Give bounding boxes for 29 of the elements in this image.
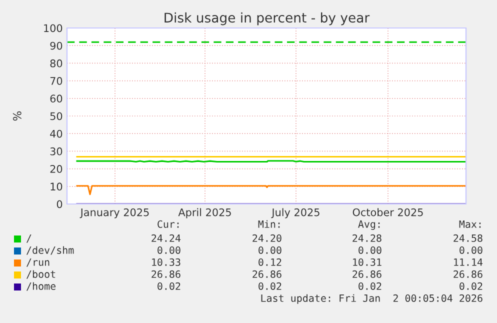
y-tick-label: 40	[50, 130, 62, 138]
text: Cur: Min: Avg: Max:	[158, 220, 481, 230]
text: 0.00 0.00 0.00 0.00	[158, 246, 482, 254]
legend-label: /dev/shm	[26, 246, 74, 255]
legend-label: /run	[26, 258, 50, 267]
text: 26.86 26.86 26.86 26.86	[152, 270, 482, 278]
y-tick-label: 30	[50, 147, 62, 156]
x-tick-label: October 2025	[352, 208, 423, 216]
x-tick-label: January 2025	[80, 208, 149, 218]
y-tick-label: 100	[44, 24, 62, 32]
text: Last update: Fri Jan 2 00:05:04 2026	[261, 294, 482, 304]
y-tick-label: 0	[56, 200, 62, 208]
y-tick-label: 20	[50, 165, 62, 173]
y-axis-title: %	[12, 111, 22, 121]
text: 10.33 0.12 10.31 11.14	[152, 258, 483, 266]
y-tick-label: 50	[50, 112, 62, 120]
y-tick-label: 10	[50, 182, 62, 191]
legend-label: /boot	[26, 270, 56, 279]
text: 24.24 24.20 24.28 24.58	[152, 234, 482, 242]
y-tick-label: 90	[50, 42, 62, 50]
chart-title: Disk usage in percent - by year	[164, 12, 370, 26]
y-tick-label: 70	[50, 77, 62, 85]
x-tick-label: July 2025	[271, 208, 320, 218]
legend-label: /	[26, 234, 32, 243]
y-tick-label: 60	[50, 94, 62, 103]
legend-label: /home	[26, 282, 56, 291]
text: 0.02 0.02 0.02 0.02	[158, 282, 482, 290]
x-tick-label: April 2025	[178, 208, 231, 218]
y-tick-label: 80	[50, 59, 62, 68]
